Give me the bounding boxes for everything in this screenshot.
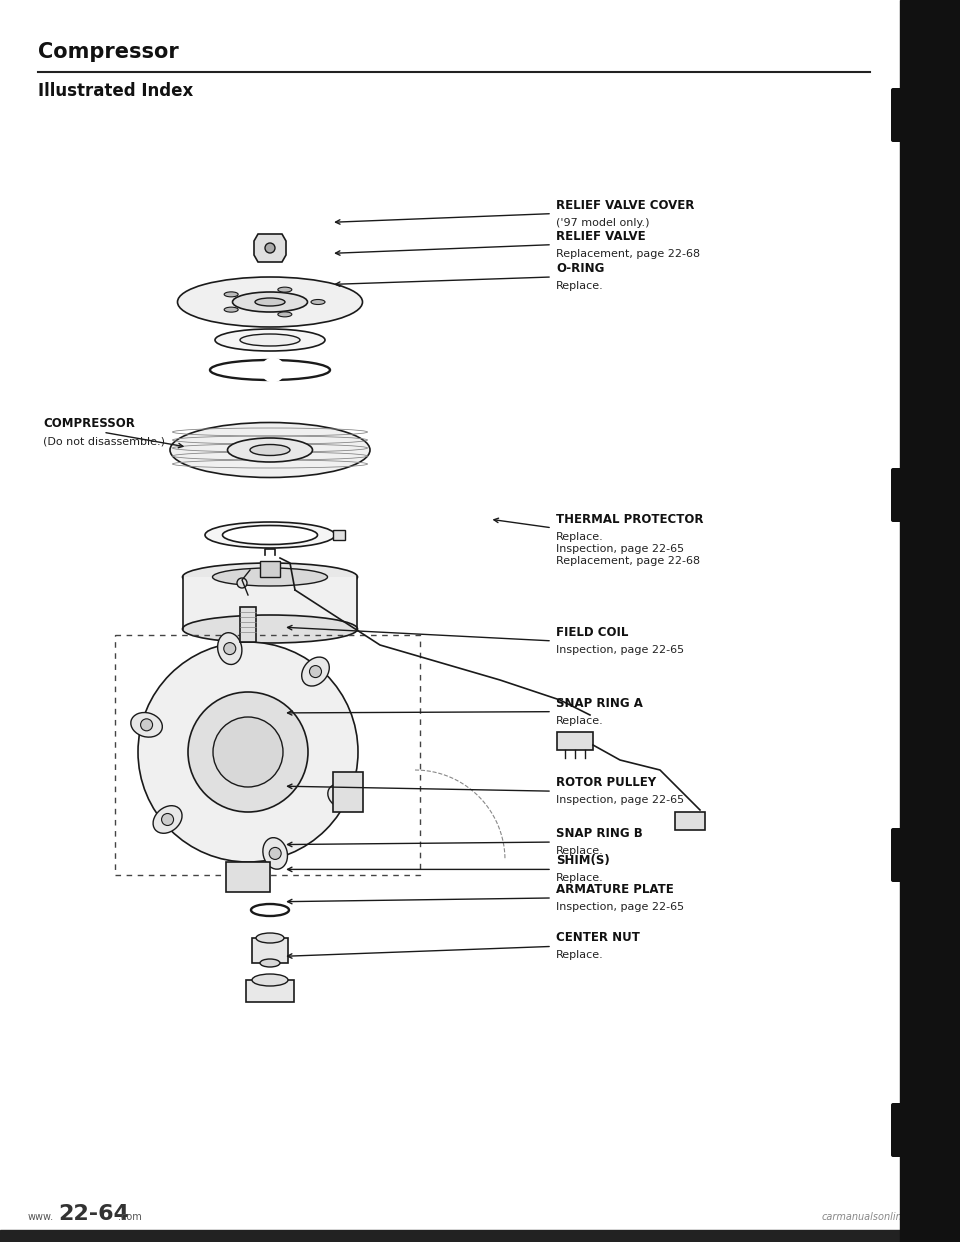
- Text: Replace.: Replace.: [556, 846, 604, 856]
- Bar: [252, 938, 288, 963]
- Ellipse shape: [131, 713, 162, 738]
- Ellipse shape: [205, 522, 335, 548]
- Text: ROTOR PULLEY: ROTOR PULLEY: [556, 776, 656, 789]
- Text: ('97 model only.): ('97 model only.): [556, 217, 650, 227]
- Text: Replace.: Replace.: [556, 281, 604, 291]
- Bar: [0, 1230, 960, 1242]
- Text: (Do not disassemble.): (Do not disassemble.): [43, 436, 165, 446]
- Circle shape: [140, 719, 153, 730]
- Ellipse shape: [225, 292, 238, 297]
- Ellipse shape: [153, 806, 182, 833]
- Ellipse shape: [232, 292, 307, 312]
- Ellipse shape: [225, 307, 238, 312]
- Ellipse shape: [228, 438, 313, 462]
- Text: Replacement, page 22-68: Replacement, page 22-68: [556, 248, 700, 258]
- Circle shape: [309, 666, 322, 678]
- Ellipse shape: [311, 299, 325, 304]
- Text: THERMAL PROTECTOR: THERMAL PROTECTOR: [556, 513, 704, 525]
- Bar: [675, 812, 705, 830]
- Bar: [240, 607, 256, 642]
- Text: Illustrated Index: Illustrated Index: [38, 82, 193, 101]
- Ellipse shape: [263, 837, 287, 869]
- Ellipse shape: [301, 657, 329, 686]
- Text: 22-64: 22-64: [58, 1203, 129, 1225]
- Ellipse shape: [170, 422, 370, 477]
- Text: RELIEF VALVE: RELIEF VALVE: [556, 230, 646, 242]
- Ellipse shape: [252, 974, 288, 986]
- Text: Replace.: Replace.: [556, 532, 604, 542]
- Ellipse shape: [215, 329, 325, 351]
- Text: SNAP RING A: SNAP RING A: [556, 697, 643, 709]
- Ellipse shape: [182, 615, 357, 643]
- Ellipse shape: [250, 445, 290, 456]
- Ellipse shape: [218, 632, 242, 664]
- Circle shape: [213, 717, 283, 787]
- Circle shape: [188, 692, 308, 812]
- Circle shape: [224, 642, 236, 655]
- Text: Replace.: Replace.: [556, 715, 604, 725]
- Ellipse shape: [277, 287, 292, 292]
- Circle shape: [269, 847, 281, 859]
- Bar: [115, 635, 420, 876]
- Circle shape: [237, 578, 247, 587]
- Circle shape: [138, 642, 358, 862]
- Circle shape: [337, 790, 349, 802]
- Text: Replace.: Replace.: [556, 950, 604, 960]
- Ellipse shape: [212, 568, 327, 586]
- Text: .com: .com: [118, 1212, 142, 1222]
- Text: SHIM(S): SHIM(S): [556, 854, 610, 867]
- Text: Inspection, page 22-65: Inspection, page 22-65: [556, 902, 684, 912]
- Bar: [900, 0, 960, 1242]
- Text: CENTER NUT: CENTER NUT: [556, 932, 640, 944]
- FancyBboxPatch shape: [891, 1103, 913, 1158]
- Bar: [246, 980, 294, 1002]
- Text: O-RING: O-RING: [556, 262, 605, 274]
- Bar: [333, 773, 363, 812]
- Text: RELIEF VALVE COVER: RELIEF VALVE COVER: [556, 199, 694, 211]
- Bar: [557, 732, 593, 750]
- Text: www.: www.: [28, 1212, 54, 1222]
- Text: Replacement, page 22-68: Replacement, page 22-68: [556, 556, 700, 566]
- Circle shape: [161, 814, 174, 826]
- Text: FIELD COIL: FIELD COIL: [556, 626, 629, 638]
- Text: COMPRESSOR: COMPRESSOR: [43, 417, 135, 430]
- Bar: [226, 862, 270, 892]
- Bar: [333, 530, 345, 540]
- Text: carmanualsonline.info: carmanualsonline.info: [822, 1212, 930, 1222]
- FancyBboxPatch shape: [891, 468, 913, 522]
- FancyBboxPatch shape: [891, 828, 913, 882]
- Text: ARMATURE PLATE: ARMATURE PLATE: [556, 883, 674, 895]
- Ellipse shape: [262, 359, 284, 381]
- Text: Replace.: Replace.: [556, 873, 604, 883]
- Ellipse shape: [223, 525, 318, 544]
- Ellipse shape: [178, 277, 363, 327]
- Circle shape: [265, 243, 275, 253]
- Polygon shape: [254, 233, 286, 262]
- Text: Inspection, page 22-65: Inspection, page 22-65: [556, 544, 684, 554]
- Text: Inspection, page 22-65: Inspection, page 22-65: [556, 645, 684, 655]
- Text: Inspection, page 22-65: Inspection, page 22-65: [556, 795, 684, 805]
- Ellipse shape: [256, 933, 284, 943]
- Text: Compressor: Compressor: [38, 42, 179, 62]
- Ellipse shape: [255, 298, 285, 306]
- Ellipse shape: [182, 563, 357, 591]
- Bar: [183, 578, 357, 628]
- Ellipse shape: [277, 312, 292, 317]
- Bar: [260, 561, 280, 578]
- FancyBboxPatch shape: [891, 88, 913, 142]
- Ellipse shape: [260, 959, 280, 968]
- Text: SNAP RING B: SNAP RING B: [556, 827, 643, 840]
- Ellipse shape: [327, 784, 358, 810]
- Ellipse shape: [240, 334, 300, 347]
